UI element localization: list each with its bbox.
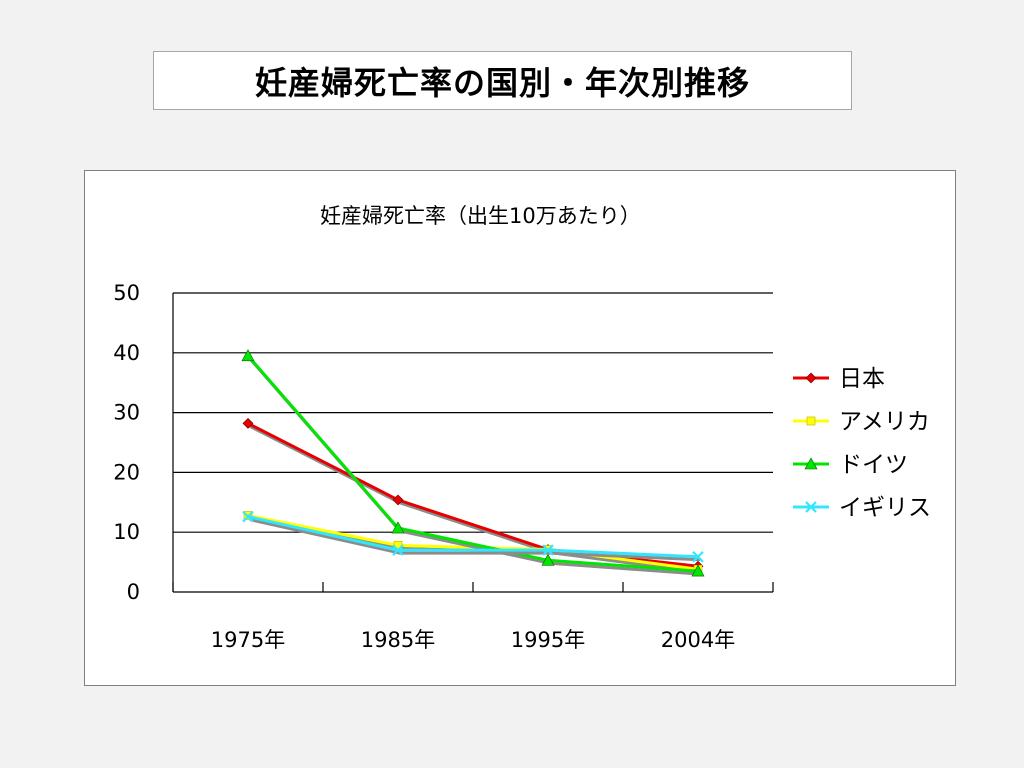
x-tick-label: 1985年 xyxy=(361,628,435,652)
data-point xyxy=(242,417,254,429)
data-point xyxy=(691,564,705,577)
legend-label: 日本 xyxy=(839,366,885,392)
data-point xyxy=(542,544,554,556)
x-tick-label: 1995年 xyxy=(511,628,585,652)
legend-label: イギリス xyxy=(839,495,931,521)
series-shadow-3 xyxy=(249,518,701,562)
legend-marker xyxy=(805,501,817,513)
data-point xyxy=(692,550,704,563)
data-point xyxy=(541,553,555,566)
chart-frame: 妊産婦死亡率（出生10万あたり） 0 10 20 30 40 50 1975年 1985年 19… xyxy=(84,170,956,686)
y-tick-label: 10 xyxy=(113,520,140,544)
legend-marker xyxy=(806,416,816,426)
series-line-2 xyxy=(246,354,699,573)
legend-marker xyxy=(805,372,817,384)
legend-marker xyxy=(804,457,818,470)
data-point xyxy=(392,494,404,506)
data-point xyxy=(241,349,255,362)
y-tick-label: 40 xyxy=(113,341,140,365)
data-point xyxy=(242,510,254,523)
chart-title: 妊産婦死亡率（出生10万あたり） xyxy=(320,204,641,228)
y-tick-label: 20 xyxy=(113,460,140,484)
x-tick-label: 2004年 xyxy=(661,628,735,652)
legend-label: ドイツ xyxy=(839,452,908,478)
series-line-3 xyxy=(247,515,699,559)
y-tick-label: 30 xyxy=(113,401,140,425)
legend-label: アメリカ xyxy=(839,409,930,435)
x-tick-label: 1975年 xyxy=(211,628,285,652)
data-point xyxy=(392,544,404,556)
slide-title: 妊産婦死亡率の国別・年次別推移 xyxy=(153,51,852,110)
y-tick-label: 0 xyxy=(127,580,140,604)
line-chart: 妊産婦死亡率（出生10万あたり） 0 10 20 30 40 50 1975年 1985年 19… xyxy=(113,204,931,652)
y-tick-label: 50 xyxy=(113,281,140,305)
series-shadow-2 xyxy=(248,357,701,576)
data-point xyxy=(391,521,405,534)
